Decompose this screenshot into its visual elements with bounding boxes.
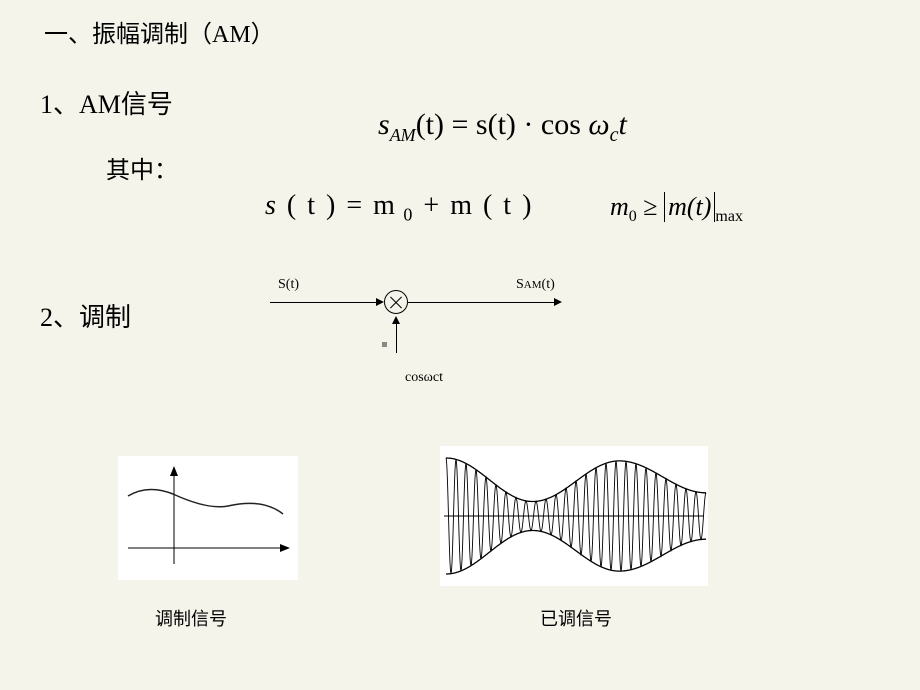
eq-cond-ge: ≥ xyxy=(637,192,664,221)
fig1-curve xyxy=(128,489,283,514)
figure-modulated-signal xyxy=(440,446,708,586)
eq-paren: (t) = s(t) · xyxy=(416,108,541,141)
label-where: 其中： xyxy=(106,150,178,185)
slide-marker-dot xyxy=(382,342,387,347)
arrow-carrier-head xyxy=(392,316,400,324)
fig1-x-arrow xyxy=(280,544,290,552)
eq-s: s xyxy=(378,108,390,141)
modulation-block-diagram: S(t) SAM(t) cosωct xyxy=(270,275,590,395)
arrow-carrier xyxy=(396,323,397,353)
fig1-y-arrow xyxy=(170,466,178,476)
eq-cond-sub0: 0 xyxy=(629,208,637,225)
caption-fig2: 已调信号 xyxy=(540,605,612,631)
diagram-input-label: S(t) xyxy=(278,277,299,293)
eq-cond-m: m xyxy=(610,192,629,221)
subsection-am-signal: 1、AM信号 xyxy=(40,84,173,121)
eq-st-s: s xyxy=(265,190,278,221)
equation-condition: m0 ≥ m(t)max xyxy=(610,192,743,226)
section-heading: 一、振幅调制（AM） xyxy=(44,14,275,49)
eq-sub-am: AM xyxy=(390,125,416,145)
caption-fig1: 调制信号 xyxy=(155,605,227,631)
arrow-output-head xyxy=(554,298,562,306)
fig2-svg xyxy=(440,446,708,586)
arrow-input-head xyxy=(376,298,384,306)
eq-cos: cos xyxy=(541,108,581,141)
arrow-output xyxy=(408,302,556,303)
eq-omega: ω xyxy=(581,108,610,141)
diagram-output-label: SAM(t) xyxy=(516,277,555,293)
eq-cond-abs-inner: m(t) xyxy=(668,192,711,221)
equation-sam: sAM(t) = s(t) · cos ωct xyxy=(378,108,627,147)
equation-st: s ( t ) = m 0 + m ( t ) xyxy=(265,190,533,226)
eq-cond-abs: m(t) xyxy=(664,192,715,222)
eq-st-p1: ( t ) = m xyxy=(278,190,397,221)
eq-cond-max: max xyxy=(715,208,743,225)
fig1-svg xyxy=(118,456,298,580)
diagram-carrier-label: cosωct xyxy=(405,370,443,386)
arrow-input xyxy=(270,302,378,303)
mixer-icon xyxy=(384,290,408,314)
eq-st-sub0: 0 xyxy=(397,205,415,225)
eq-st-plus: + m ( t ) xyxy=(414,190,533,221)
eq-t: t xyxy=(618,108,626,141)
subsection-modulation: 2、调制 xyxy=(40,297,131,334)
figure-modulating-signal xyxy=(118,456,298,580)
